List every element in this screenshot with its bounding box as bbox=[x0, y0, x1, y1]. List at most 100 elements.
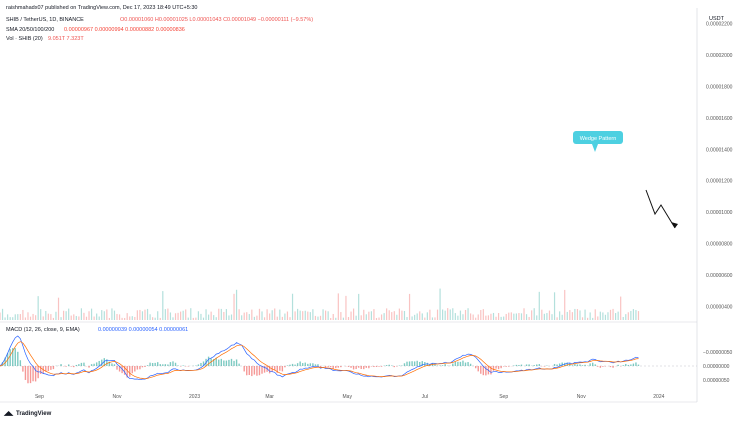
volume-bar bbox=[620, 296, 622, 320]
macd-histogram-bar bbox=[350, 366, 352, 368]
sma-values: 0.00000967 0.00000994 0.00000882 0.00000… bbox=[64, 27, 185, 33]
volume-bar bbox=[45, 310, 47, 320]
volume-bar bbox=[205, 309, 207, 320]
volume-bar bbox=[62, 310, 65, 320]
macd-histogram-bar bbox=[416, 360, 418, 366]
volume-bar bbox=[464, 309, 467, 320]
volume-bar bbox=[14, 314, 16, 320]
macd-histogram-bar bbox=[637, 364, 640, 366]
volume-bar bbox=[118, 314, 121, 320]
macd-histogram-bar bbox=[274, 366, 276, 371]
macd-histogram-bar bbox=[406, 361, 408, 366]
macd-histogram-bar bbox=[457, 361, 459, 366]
volume-bar bbox=[363, 309, 365, 320]
volume-bar bbox=[637, 311, 640, 320]
volume-bar bbox=[101, 310, 103, 320]
macd-histogram-bar bbox=[108, 361, 111, 366]
macd-histogram-bar bbox=[495, 366, 497, 369]
volume-bar bbox=[103, 311, 105, 320]
macd-histogram-bar bbox=[268, 366, 271, 374]
macd-histogram-bar bbox=[225, 360, 228, 366]
currency-label: USDT bbox=[709, 16, 725, 22]
sma-label: SMA 20/50/100/200 bbox=[6, 27, 54, 33]
macd-histogram-bar bbox=[230, 358, 233, 366]
volume-bar bbox=[197, 311, 200, 320]
volume-bar bbox=[52, 317, 55, 320]
macd-histogram-bar bbox=[27, 366, 29, 384]
macd-histogram-bar bbox=[360, 366, 362, 370]
volume-bar bbox=[281, 316, 283, 320]
volume-bar bbox=[1, 308, 4, 320]
macd-histogram-bar bbox=[556, 364, 558, 366]
macd-histogram-bar bbox=[302, 363, 304, 366]
macd-histogram-bar bbox=[632, 363, 635, 366]
volume-bar bbox=[106, 309, 108, 320]
macd-histogram-bar bbox=[505, 366, 507, 367]
volume-bar bbox=[73, 314, 75, 320]
macd-histogram-bar bbox=[78, 364, 80, 366]
macd-histogram-bar bbox=[238, 363, 240, 366]
macd-histogram-bar bbox=[17, 351, 19, 366]
volume-bar bbox=[108, 317, 110, 320]
macd-histogram-bar bbox=[154, 362, 156, 366]
volume-bar bbox=[421, 313, 423, 320]
macd-histogram-bar bbox=[4, 357, 6, 366]
volume-bar bbox=[627, 312, 629, 320]
volume-bar bbox=[574, 308, 576, 320]
macd-histogram-bar bbox=[14, 348, 16, 366]
volume-bar bbox=[403, 310, 406, 320]
macd-histogram-bar bbox=[284, 366, 286, 368]
volume-bar bbox=[561, 314, 563, 320]
volume-bar bbox=[55, 311, 57, 320]
volume-bar bbox=[393, 311, 395, 320]
volume-bar bbox=[347, 317, 350, 320]
macd-histogram-bar bbox=[319, 366, 322, 368]
macd-histogram-bar bbox=[218, 359, 220, 366]
volume-bar bbox=[185, 309, 187, 320]
volume-bar bbox=[228, 315, 230, 320]
macd-histogram-bar bbox=[347, 366, 350, 367]
macd-histogram-bar bbox=[408, 361, 411, 366]
macd-histogram-bar bbox=[47, 366, 50, 372]
macd-histogram-bar bbox=[101, 359, 103, 366]
volume-bar bbox=[37, 296, 39, 320]
macd-histogram-bar bbox=[172, 361, 174, 366]
volume-bar bbox=[111, 308, 113, 320]
volume-bar bbox=[536, 315, 538, 320]
volume-bar bbox=[528, 316, 530, 320]
y-tick-label: 0.00001800 bbox=[706, 85, 733, 91]
macd-histogram-bar bbox=[462, 360, 464, 366]
volume-bars bbox=[0, 288, 640, 320]
macd-histogram-bar bbox=[291, 363, 294, 366]
macd-histogram-bar bbox=[500, 366, 502, 369]
volume-bar bbox=[269, 313, 271, 320]
macd-histogram-bar bbox=[34, 366, 37, 382]
macd-histogram-bar bbox=[296, 363, 299, 366]
volume-bar bbox=[230, 314, 233, 320]
volume-bar bbox=[248, 314, 250, 320]
macd-histogram-bar bbox=[70, 366, 72, 367]
macd-histogram-bar bbox=[73, 366, 75, 368]
volume-bar bbox=[299, 310, 301, 320]
volume-bar bbox=[442, 309, 444, 320]
macd-label: MACD (12, 26, close, 9, EMA) bbox=[6, 327, 80, 333]
volume-bar bbox=[543, 313, 545, 320]
volume-bar bbox=[513, 313, 515, 320]
volume-bar bbox=[9, 317, 11, 320]
macd-histogram-bar bbox=[525, 364, 528, 366]
volume-bar bbox=[429, 309, 431, 320]
volume-bar bbox=[4, 317, 6, 320]
macd-histogram-bar bbox=[159, 364, 161, 366]
macd-histogram-bar bbox=[627, 364, 630, 366]
macd-histogram-bar bbox=[24, 366, 27, 380]
macd-histogram-bar bbox=[314, 364, 317, 366]
volume-bar bbox=[152, 317, 154, 320]
macd-histogram-bar bbox=[75, 364, 78, 366]
macd-histogram-bar bbox=[617, 364, 619, 366]
published-line: raishmahadx07 published on TradingView.c… bbox=[6, 5, 197, 11]
volume-bar bbox=[375, 317, 378, 320]
volume-bar bbox=[113, 310, 116, 320]
volume-bar bbox=[162, 291, 164, 320]
volume-bar bbox=[444, 310, 446, 320]
